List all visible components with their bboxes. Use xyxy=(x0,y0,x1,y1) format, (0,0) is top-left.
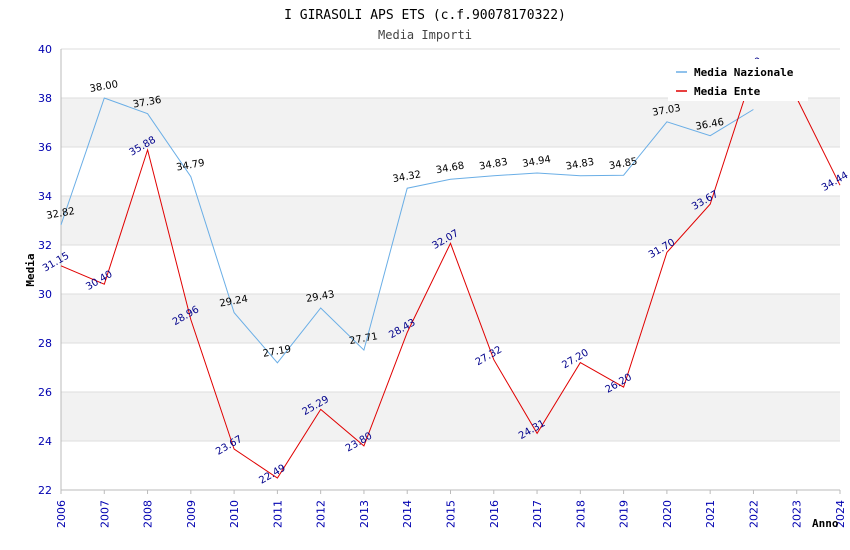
x-tick-label: 2017 xyxy=(531,500,544,528)
x-tick-label: 2011 xyxy=(271,500,284,528)
y-tick-label: 40 xyxy=(38,43,52,56)
data-label: 27.71 xyxy=(349,331,379,347)
x-tick-label: 2023 xyxy=(791,500,804,528)
chart-subtitle: Media Importi xyxy=(378,28,472,42)
x-tick-label: 2014 xyxy=(401,500,414,528)
plot-band xyxy=(61,441,840,490)
data-label: 29.24 xyxy=(219,294,249,310)
y-tick-label: 22 xyxy=(38,484,52,497)
data-label: 34.83 xyxy=(478,157,508,173)
legend-item-label: Media Ente xyxy=(694,85,761,98)
x-tick-label: 2009 xyxy=(185,500,198,528)
data-label: 34.32 xyxy=(392,169,422,185)
data-label: 34.68 xyxy=(435,160,465,176)
gridlines xyxy=(61,48,840,491)
x-tick-label: 2024 xyxy=(834,500,847,528)
data-label: 36.46 xyxy=(695,117,725,133)
data-label: 37.36 xyxy=(132,95,162,111)
plot-band xyxy=(61,343,840,392)
axes xyxy=(60,49,841,494)
x-tick-label: 2012 xyxy=(315,500,328,528)
x-tick-label: 2021 xyxy=(704,500,717,528)
data-label: 34.83 xyxy=(565,157,595,173)
y-tick-label: 36 xyxy=(38,141,52,154)
chart-title: I GIRASOLI APS ETS (c.f.90078170322) xyxy=(284,8,566,23)
plot-band xyxy=(61,245,840,294)
data-label: 37.03 xyxy=(651,103,681,119)
x-tick-label: 2013 xyxy=(358,500,371,528)
x-tick-label: 2020 xyxy=(661,500,674,528)
x-tick-label: 2006 xyxy=(55,500,68,528)
y-tick-label: 26 xyxy=(38,386,52,399)
plot-band xyxy=(61,147,840,196)
plot-band xyxy=(61,98,840,147)
x-tick-label: 2016 xyxy=(488,500,501,528)
y-tick-label: 24 xyxy=(38,435,52,448)
data-label: 38.00 xyxy=(89,79,119,95)
data-label: 34.94 xyxy=(522,154,552,170)
data-label: 34.79 xyxy=(175,158,205,174)
x-axis-label: Anno xyxy=(812,517,839,530)
x-tick-label: 2022 xyxy=(747,500,760,528)
y-tick-label: 32 xyxy=(38,239,52,252)
y-axis-label: Media xyxy=(24,253,37,286)
plot-background xyxy=(61,49,840,490)
series-line-media-ente xyxy=(60,70,841,479)
x-tick-labels: 2006 2007 2008 2009 2010 2011 2012 2013 2014 2015… xyxy=(55,500,847,528)
x-tick-label: 2018 xyxy=(574,500,587,528)
data-label: 27.19 xyxy=(262,344,292,360)
x-tick-label: 2019 xyxy=(618,500,631,528)
x-tick-label: 2008 xyxy=(142,500,155,528)
plot-band xyxy=(61,392,840,441)
y-tick-label: 28 xyxy=(38,337,52,350)
y-tick-label: 30 xyxy=(38,288,52,301)
series-lines xyxy=(60,70,841,479)
x-tick-label: 2015 xyxy=(445,500,458,528)
data-label: 32.82 xyxy=(46,206,76,222)
legend-box xyxy=(668,59,808,101)
x-tick-label: 2010 xyxy=(228,500,241,528)
legend-item-label: Media Nazionale xyxy=(694,66,794,79)
data-label: 34.85 xyxy=(608,156,638,172)
x-tick-label: 2007 xyxy=(98,500,111,528)
series-line-media-nazionale xyxy=(60,97,754,364)
y-tick-labels: 22 24 26 28 30 32 34 36 38 40 xyxy=(38,43,52,497)
y-tick-label: 34 xyxy=(38,190,52,203)
data-label: 29.43 xyxy=(305,289,335,305)
legend: Media Nazionale Media Ente xyxy=(668,59,808,101)
y-tick-label: 38 xyxy=(38,92,52,105)
